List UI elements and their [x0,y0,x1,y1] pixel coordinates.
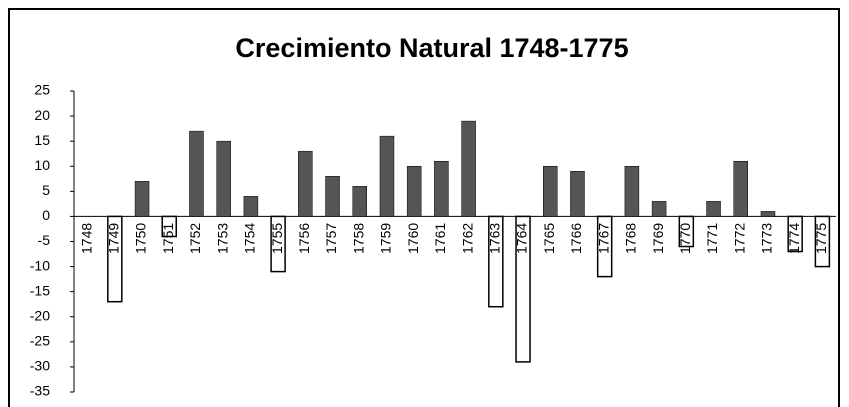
y-tick-label: -35 [30,383,50,399]
bar [325,176,340,217]
y-tick-label: -20 [30,307,50,323]
bar [733,160,748,217]
x-tick-label: 1773 [759,223,775,254]
x-tick-label: 1750 [133,223,149,254]
x-tick-label: 1771 [704,223,720,254]
bar [651,201,667,217]
chart-title: Crecimiento Natural 1748-1775 [235,33,628,63]
bar [678,215,695,248]
x-tick-label: 1763 [487,223,503,254]
bar [161,215,177,238]
bar [352,186,367,217]
x-tick-label: 1765 [541,223,557,254]
x-tick-label: 1758 [350,223,366,254]
bar [515,215,531,363]
y-tick-label: 15 [34,132,50,148]
x-tick-label: 1749 [106,223,122,254]
x-tick-label: 1754 [242,223,258,254]
bar [787,215,803,253]
y-tick-label: 25 [34,82,50,98]
x-tick-label: 1748 [78,223,94,254]
x-tick-label: 1756 [296,223,312,254]
x-tick-label: 1769 [650,223,666,254]
x-tick-label: 1764 [514,223,530,254]
x-tick-label: 1751 [160,223,176,254]
y-tick-label: -15 [30,282,50,298]
x-tick-label: 1757 [323,223,339,254]
x-tick-label: 1774 [786,223,802,254]
x-tick-label: 1760 [405,223,421,254]
y-tick-label: 10 [34,157,50,173]
bar [488,215,504,308]
x-tick-label: 1766 [568,223,584,254]
y-tick-label: 0 [42,207,50,223]
bar [134,181,150,217]
bar [107,215,123,303]
x-tick-label: 1755 [269,223,285,254]
x-tick-label: 1768 [623,223,639,254]
bar [189,130,204,217]
bar [379,135,395,217]
bar [461,120,476,217]
bar [814,215,831,268]
bar [624,166,640,217]
x-tick-label: 1753 [214,223,230,254]
x-tick-label: 1762 [459,223,475,254]
y-tick-label: -10 [30,257,50,273]
y-tick-label: 5 [42,182,50,198]
bar [243,196,259,217]
y-tick-label: -5 [38,232,51,248]
bar [270,215,286,273]
bar [434,160,449,217]
x-tick-label: 1772 [731,223,747,254]
bar [406,166,422,217]
bar [543,166,558,217]
x-tick-label: 1761 [432,223,448,254]
y-tick-label: 20 [34,107,50,123]
x-tick-label: 1759 [378,223,394,254]
bar [760,211,776,217]
y-tick-label: -25 [30,333,50,349]
bar [298,150,313,217]
bar [596,215,613,278]
y-tick-label: -30 [30,358,50,374]
bar [216,140,231,217]
x-tick-label: 1770 [677,223,693,254]
x-tick-label: 1767 [595,223,611,254]
bar [706,201,721,217]
bar [570,171,585,217]
x-tick-label: 1775 [813,223,829,254]
x-tick-label: 1752 [187,223,203,254]
